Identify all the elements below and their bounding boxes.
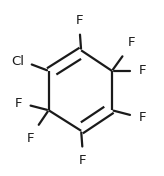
Text: F: F	[15, 97, 22, 110]
Text: Cl: Cl	[11, 55, 24, 68]
Text: F: F	[27, 132, 34, 145]
Text: F: F	[138, 64, 146, 77]
Text: F: F	[127, 36, 135, 49]
Text: F: F	[79, 154, 87, 167]
Text: F: F	[76, 14, 83, 27]
Text: F: F	[138, 111, 146, 124]
